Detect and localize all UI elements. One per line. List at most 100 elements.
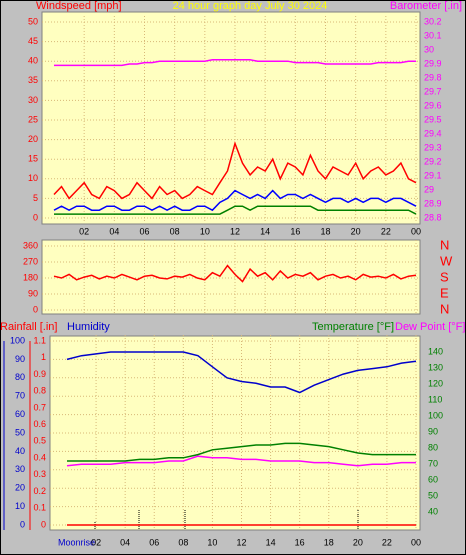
y2-tick-label: S	[440, 269, 449, 284]
annotation: Moonrise	[58, 537, 95, 547]
series-line	[67, 442, 416, 462]
y-tick-label: 20	[15, 483, 25, 493]
x-tick-label: 00	[411, 537, 421, 547]
x-tick-label: 04	[109, 226, 119, 236]
y3-tick-label: 0.4	[33, 452, 46, 462]
y2-tick-label: 110	[428, 395, 442, 405]
y-tick-label: 90	[15, 354, 25, 364]
y2-tick-label: 28.8	[424, 212, 442, 222]
x-tick-label: 12	[236, 537, 246, 547]
y-tick-label: 15	[28, 154, 38, 164]
y-tick-label: 20	[28, 134, 38, 144]
x-tick-label: 02	[79, 226, 89, 236]
y-tick-label: 0	[33, 304, 38, 314]
x-tick-label: 12	[230, 226, 240, 236]
x-tick-label: 10	[200, 226, 210, 236]
y2-tick-label: 30.2	[424, 16, 442, 26]
x-tick-label: 20	[353, 537, 363, 547]
y-tick-label: 40	[15, 446, 25, 456]
y2-tick-label: 29.7	[424, 86, 442, 96]
series-line	[66, 455, 416, 467]
series-line	[54, 205, 417, 215]
x-tick-label: 10	[207, 537, 217, 547]
plot-area	[49, 335, 421, 531]
y2-tick-label: W	[440, 253, 453, 268]
y2-tick-label: 28.9	[424, 198, 442, 208]
y-tick-label: 50	[28, 16, 38, 26]
y3-tick-label: 0.3	[33, 469, 46, 479]
x-tick-label: 00	[411, 226, 421, 236]
y-tick-label: 270	[23, 256, 38, 266]
series-line	[54, 59, 416, 67]
chart-title: 24 hour graph day July 30 2024	[173, 0, 328, 12]
y2-tick-label: 29.9	[424, 58, 442, 68]
y-tick-label: 180	[23, 272, 38, 282]
x-tick-label: 18	[324, 537, 334, 547]
x-tick-label: 14	[266, 537, 276, 547]
x-tick-label: 16	[290, 226, 300, 236]
y2-tick-label: 120	[428, 379, 443, 389]
y3-tick-label: 1.1	[33, 335, 46, 345]
x-tick-label: 22	[381, 226, 391, 236]
y3-tick-label: 0	[41, 519, 46, 529]
y2-tick-label: 40	[428, 507, 438, 517]
y-tick-label: 45	[28, 36, 38, 46]
y2-tick-label: 70	[428, 459, 438, 469]
y2-tick-label: 90	[428, 427, 438, 437]
y-tick-label: 90	[28, 288, 38, 298]
y2-tick-label: 30	[424, 44, 434, 54]
y-tick-label: 5	[33, 193, 38, 203]
legend-label: Humidity	[67, 321, 110, 333]
y3-tick-label: 0.9	[33, 369, 46, 379]
y-tick-label: 100	[10, 335, 25, 345]
y2-tick-label: 29.1	[424, 170, 442, 180]
series-line	[53, 141, 417, 200]
y-tick-label: 80	[15, 372, 25, 382]
plot-area	[41, 239, 421, 315]
y2-tick-label: E	[440, 285, 449, 300]
y-tick-label: 40	[28, 56, 38, 66]
x-tick-label: 06	[139, 226, 149, 236]
series-line	[66, 351, 417, 394]
y2-tick-label: 29.6	[424, 100, 442, 110]
y-tick-label: 30	[15, 464, 25, 474]
y-tick-label: 10	[28, 173, 38, 183]
y3-tick-label: 0.5	[33, 436, 46, 446]
y2-tick-label: 140	[428, 347, 443, 357]
y3-tick-label: 0.1	[33, 503, 46, 513]
legend-label: Rainfall [.in]	[0, 321, 57, 333]
y2-tick-label: 29.5	[424, 114, 442, 124]
plot-area	[41, 11, 421, 225]
y2-tick-label: 50	[428, 491, 438, 501]
x-tick-label: 06	[149, 537, 159, 547]
x-tick-label: 18	[320, 226, 330, 236]
y-axis-label: Windspeed [mph]	[36, 0, 122, 12]
y3-tick-label: 0.6	[33, 419, 46, 429]
y2-tick-label: N	[440, 237, 449, 252]
x-tick-label: 22	[382, 537, 392, 547]
y-tick-label: 360	[23, 240, 38, 250]
y2-tick-label: 130	[428, 363, 443, 373]
x-tick-label: 08	[170, 226, 180, 236]
y2-tick-label: N	[440, 301, 449, 316]
y3-tick-label: 0.2	[33, 486, 46, 496]
y2-tick-label: 29	[424, 184, 434, 194]
x-tick-label: 14	[260, 226, 270, 236]
y3-tick-label: 1	[41, 352, 46, 362]
y2-tick-label: 30.1	[424, 30, 442, 40]
legend-label: Dew Point [°F]	[395, 321, 465, 333]
x-tick-label: 02	[91, 537, 101, 547]
y-tick-label: 60	[15, 409, 25, 419]
y3-tick-label: 0.8	[33, 386, 46, 396]
x-tick-label: 20	[351, 226, 361, 236]
y-tick-label: 35	[28, 75, 38, 85]
y2-tick-label: 29.2	[424, 156, 442, 166]
y2-tick-label: 29.8	[424, 72, 442, 82]
y2-tick-label: 80	[428, 443, 438, 453]
y-tick-label: 10	[15, 501, 25, 511]
series-line	[53, 264, 417, 283]
y-tick-label: 0	[20, 519, 25, 529]
y-tick-label: 30	[28, 95, 38, 105]
legend-label: Temperature [°F]	[312, 321, 394, 333]
